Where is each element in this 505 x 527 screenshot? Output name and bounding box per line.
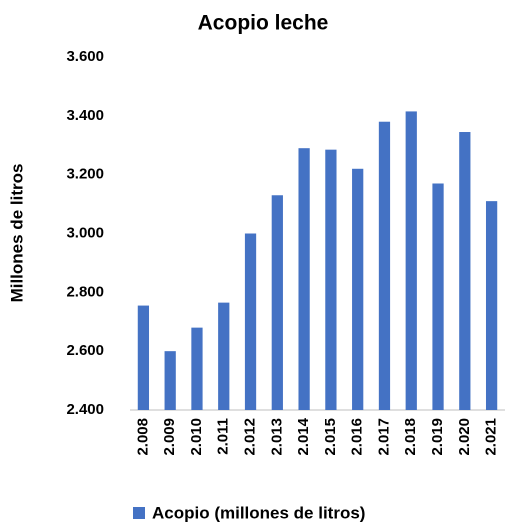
bar [459,132,471,410]
x-tick-label: 2.011 [215,418,232,455]
y-tick-label: 3.400 [66,107,104,124]
x-tick-label: 2.008 [134,418,151,456]
x-tick-label: 2.020 [456,418,473,456]
y-tick-label: 2.400 [66,401,104,418]
bar [244,233,257,410]
chart-title: Acopio leche [198,12,329,35]
legend-swatch [133,507,145,519]
x-tick-label: 2.010 [188,418,205,456]
x-tick-label: 2.017 [375,418,392,456]
x-tick-label: 2.014 [295,417,312,455]
x-tick-label: 2.015 [322,418,339,456]
bar [164,351,176,410]
bar [191,327,203,410]
bar [218,302,230,410]
y-tick-label: 3.000 [66,224,104,241]
y-tick-label: 2.800 [66,283,104,300]
x-tick-label: 2.016 [349,418,366,456]
bar [485,201,498,410]
x-tick-label: 2.019 [429,418,446,456]
x-tick-label: 2.013 [268,418,285,456]
x-tick-label: 2.018 [402,418,419,456]
x-tick-label: 2.009 [161,418,178,456]
bar [432,183,444,410]
bar [325,149,337,410]
bar [298,148,310,411]
bar [378,121,391,410]
bar [352,168,364,410]
y-tick-label: 3.600 [66,48,104,65]
legend-label: Acopio (millones de litros) [152,503,365,522]
y-tick-label: 2.600 [66,342,104,359]
y-tick-label: 3.200 [66,166,104,183]
x-tick-label: 2.021 [483,418,500,456]
x-tick-label: 2.012 [242,418,259,456]
y-axis-label: Millones de litros [7,164,26,303]
bar [405,111,417,410]
bar [271,195,283,410]
bar [137,305,150,410]
